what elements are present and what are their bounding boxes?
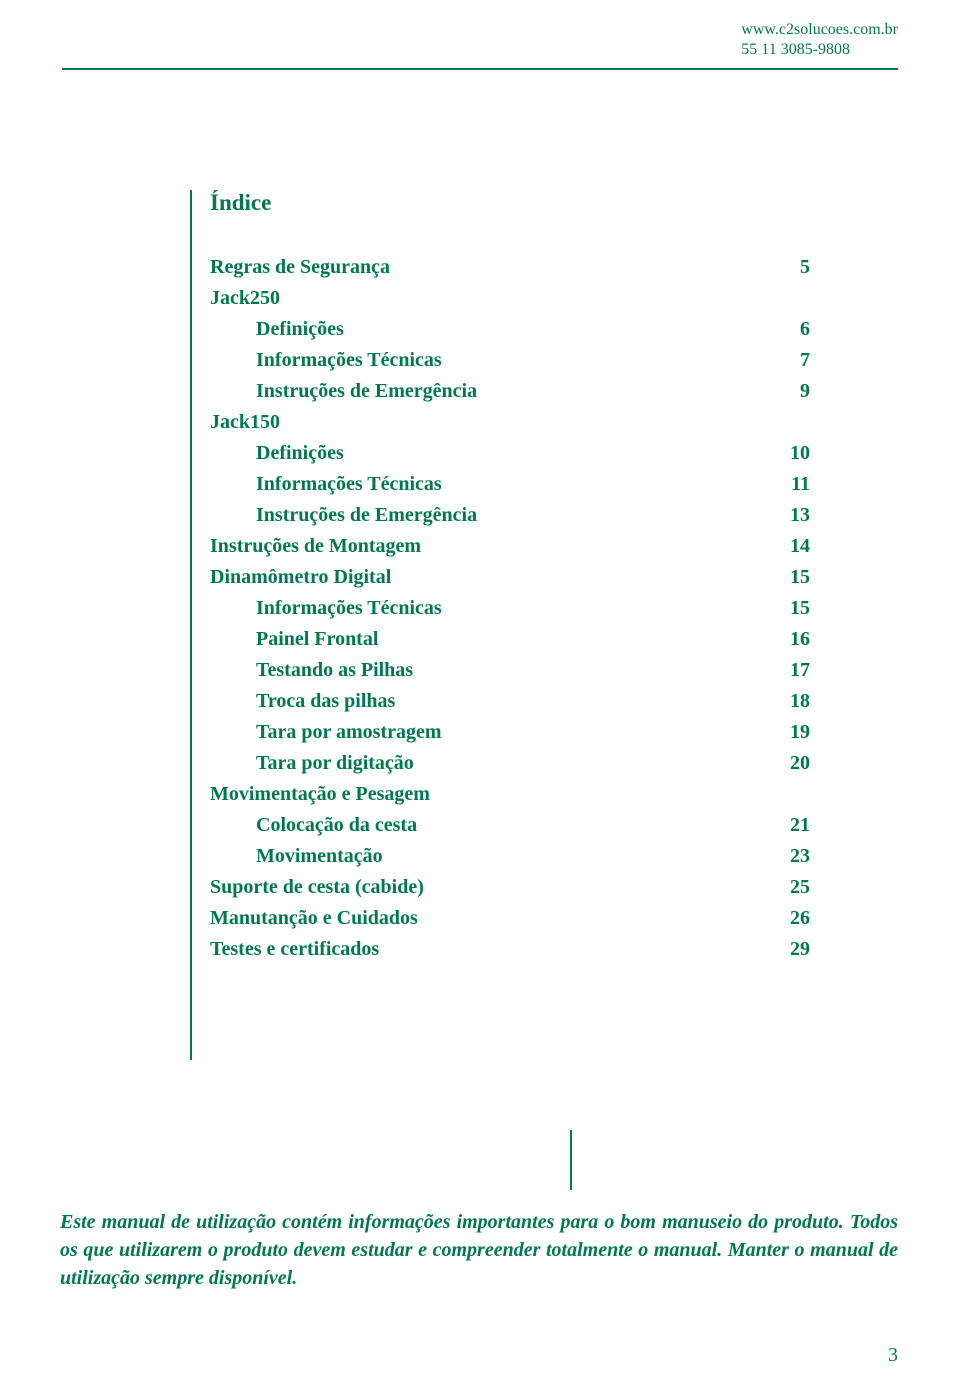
header-url: www.c2solucoes.com.br <box>741 20 898 40</box>
toc-row-label: Definições <box>210 438 760 469</box>
toc-row-label: Movimentação e Pesagem <box>210 779 760 810</box>
header-phone: 55 11 3085-9808 <box>741 40 898 60</box>
toc-row-label: Instruções de Montagem <box>210 531 760 562</box>
toc-row: Regras de Segurança5 <box>210 252 810 283</box>
toc-row-page: 11 <box>760 469 810 500</box>
toc-row-page <box>760 283 810 314</box>
toc-row-label: Tara por amostragem <box>210 717 760 748</box>
toc-row: Definições10 <box>210 438 810 469</box>
page-number: 3 <box>888 1344 898 1367</box>
toc-row-page: 19 <box>760 717 810 748</box>
toc-row: Movimentação e Pesagem <box>210 779 810 810</box>
toc-row-page: 21 <box>760 810 810 841</box>
toc-row-page: 26 <box>760 903 810 934</box>
toc-row-page: 15 <box>760 562 810 593</box>
toc-row-label: Suporte de cesta (cabide) <box>210 872 760 903</box>
toc-row: Colocação da cesta21 <box>210 810 810 841</box>
toc-row-page: 29 <box>760 934 810 965</box>
toc-row: Suporte de cesta (cabide)25 <box>210 872 810 903</box>
toc-row: Tara por amostragem19 <box>210 717 810 748</box>
toc-row-label: Movimentação <box>210 841 760 872</box>
toc-vertical-rule <box>190 190 192 1060</box>
toc-row: Informações Técnicas7 <box>210 345 810 376</box>
toc-row-page: 13 <box>760 500 810 531</box>
toc-row-page <box>760 407 810 438</box>
toc-row: Instruções de Emergência9 <box>210 376 810 407</box>
toc-row: Instruções de Emergência13 <box>210 500 810 531</box>
header-rule <box>62 68 898 70</box>
toc-row-label: Instruções de Emergência <box>210 500 760 531</box>
toc-row-label: Troca das pilhas <box>210 686 760 717</box>
toc-row-page: 20 <box>760 748 810 779</box>
table-of-contents: Índice Regras de Segurança5Jack250Defini… <box>210 190 810 965</box>
toc-row-label: Colocação da cesta <box>210 810 760 841</box>
toc-row-label: Tara por digitação <box>210 748 760 779</box>
toc-row: Tara por digitação20 <box>210 748 810 779</box>
toc-row-label: Informações Técnicas <box>210 345 760 376</box>
toc-row: Informações Técnicas11 <box>210 469 810 500</box>
toc-row-page: 17 <box>760 655 810 686</box>
toc-row-page: 9 <box>760 376 810 407</box>
toc-row-label: Testes e certificados <box>210 934 760 965</box>
toc-row: Movimentação23 <box>210 841 810 872</box>
toc-row: Dinamômetro Digital15 <box>210 562 810 593</box>
toc-row-label: Testando as Pilhas <box>210 655 760 686</box>
toc-row-page: 10 <box>760 438 810 469</box>
toc-row-label: Definições <box>210 314 760 345</box>
toc-row-label: Informações Técnicas <box>210 469 760 500</box>
toc-row-label: Informações Técnicas <box>210 593 760 624</box>
toc-title: Índice <box>210 190 810 216</box>
toc-row: Painel Frontal16 <box>210 624 810 655</box>
toc-row-label: Jack250 <box>210 283 760 314</box>
toc-row-label: Dinamômetro Digital <box>210 562 760 593</box>
toc-row-page: 15 <box>760 593 810 624</box>
toc-row-page: 7 <box>760 345 810 376</box>
toc-list: Regras de Segurança5Jack250Definições6In… <box>210 252 810 965</box>
toc-row: Jack250 <box>210 283 810 314</box>
toc-row: Testando as Pilhas17 <box>210 655 810 686</box>
toc-row-page: 14 <box>760 531 810 562</box>
toc-row-page: 23 <box>760 841 810 872</box>
footer-note: Este manual de utilização contém informa… <box>60 1208 898 1292</box>
toc-row: Definições6 <box>210 314 810 345</box>
toc-row: Instruções de Montagem14 <box>210 531 810 562</box>
toc-row-label: Manutanção e Cuidados <box>210 903 760 934</box>
toc-row: Informações Técnicas15 <box>210 593 810 624</box>
toc-row-label: Regras de Segurança <box>210 252 760 283</box>
toc-row-page: 5 <box>760 252 810 283</box>
toc-row: Manutanção e Cuidados26 <box>210 903 810 934</box>
toc-row-page: 18 <box>760 686 810 717</box>
toc-row-page: 6 <box>760 314 810 345</box>
toc-vertical-rule-2 <box>570 1130 572 1190</box>
toc-row-page <box>760 779 810 810</box>
toc-row-page: 25 <box>760 872 810 903</box>
header-contact: www.c2solucoes.com.br 55 11 3085-9808 <box>741 20 898 60</box>
toc-row-page: 16 <box>760 624 810 655</box>
toc-row-label: Jack150 <box>210 407 760 438</box>
toc-row: Jack150 <box>210 407 810 438</box>
toc-row: Troca das pilhas18 <box>210 686 810 717</box>
toc-row-label: Instruções de Emergência <box>210 376 760 407</box>
toc-row: Testes e certificados29 <box>210 934 810 965</box>
toc-row-label: Painel Frontal <box>210 624 760 655</box>
